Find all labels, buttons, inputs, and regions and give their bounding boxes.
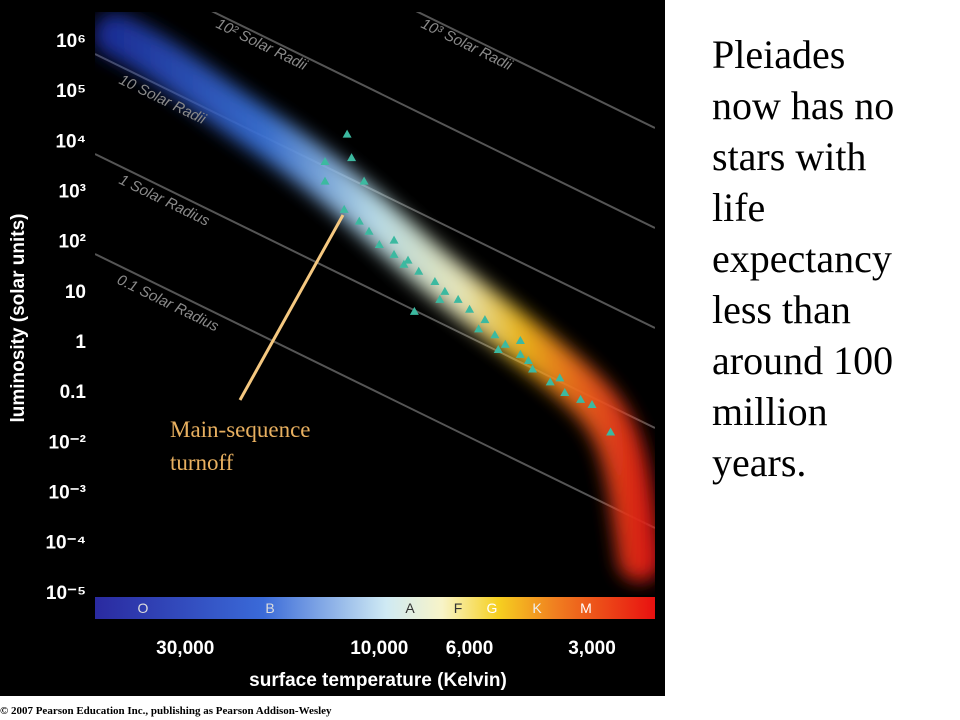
- data-point: [493, 345, 503, 354]
- data-point: [430, 276, 440, 285]
- data-point: [523, 355, 533, 364]
- spectral-class: O: [138, 600, 149, 616]
- annotation: turnoff: [170, 450, 234, 475]
- data-point: [560, 387, 570, 396]
- data-point: [474, 324, 484, 333]
- x-tick-label: 6,000: [446, 638, 494, 659]
- x-tick-label: 30,000: [156, 638, 214, 659]
- spectral-class: A: [405, 600, 415, 616]
- y-tick-label: 10²: [59, 232, 86, 253]
- x-tick-label: 10,000: [350, 638, 408, 659]
- data-point: [555, 373, 565, 382]
- data-point: [409, 306, 419, 315]
- data-point: [528, 364, 538, 373]
- data-point: [515, 335, 525, 344]
- body-line: life: [712, 185, 765, 230]
- body-line: years.: [712, 440, 806, 485]
- data-point: [320, 156, 330, 165]
- data-point: [342, 129, 352, 138]
- y-axis-label: luminosity (solar units): [8, 213, 29, 422]
- y-tick-label: 10⁴: [55, 131, 86, 152]
- data-point: [545, 377, 555, 386]
- spectral-class: B: [265, 600, 274, 616]
- data-point: [403, 255, 413, 264]
- y-tick-label: 10⁻²: [49, 432, 87, 453]
- data-point: [374, 239, 384, 248]
- body-line: less than: [712, 287, 851, 332]
- x-axis-label: surface temperature (Kelvin): [249, 670, 507, 691]
- data-point: [399, 259, 409, 268]
- y-tick-label: 10³: [59, 181, 86, 202]
- body-line: around 100: [712, 338, 893, 383]
- data-point: [414, 266, 424, 275]
- data-point: [354, 216, 364, 225]
- data-point: [606, 427, 616, 436]
- plot-area: [95, 12, 655, 582]
- data-point: [480, 315, 490, 324]
- spectral-class: M: [580, 600, 592, 616]
- data-point: [347, 153, 357, 162]
- data-point: [576, 394, 586, 403]
- main-sequence-glow: [95, 13, 655, 582]
- data-point: [389, 249, 399, 258]
- y-tick-label: 10⁵: [56, 81, 86, 102]
- data-point: [515, 349, 525, 358]
- spectral-class: G: [487, 600, 498, 616]
- data-point: [453, 294, 463, 303]
- data-point: [490, 330, 500, 339]
- data-point: [320, 176, 330, 185]
- data-point: [339, 204, 349, 213]
- data-point: [364, 226, 374, 235]
- body-line: Pleiades: [712, 32, 845, 77]
- spectral-class: K: [532, 600, 542, 616]
- y-tick-label: 10: [65, 282, 86, 303]
- data-point: [435, 294, 445, 303]
- annotation-pointer: [238, 214, 345, 401]
- data-point: [500, 339, 510, 348]
- data-point: [465, 304, 475, 313]
- y-tick-label: 0.1: [60, 382, 87, 403]
- spectral-band: [95, 597, 655, 619]
- y-tick-label: 10⁶: [56, 31, 86, 52]
- annotation: Main-sequence: [170, 417, 311, 442]
- y-tick-label: 10⁻⁵: [46, 583, 86, 604]
- credit: © 2007 Pearson Education Inc., publishin…: [0, 705, 332, 717]
- data-point: [587, 400, 597, 409]
- y-tick-label: 10⁻³: [49, 483, 87, 504]
- data-point: [440, 286, 450, 295]
- y-tick-label: 10⁻⁴: [45, 533, 86, 554]
- body-line: expectancy: [712, 236, 892, 281]
- body-line: stars with: [712, 134, 866, 179]
- x-tick-label: 3,000: [568, 638, 616, 659]
- body-line: now has no: [712, 83, 894, 128]
- data-point: [389, 235, 399, 244]
- spectral-class: F: [454, 600, 463, 616]
- y-tick-label: 1: [75, 332, 86, 353]
- data-point: [359, 176, 369, 185]
- body-line: million: [712, 389, 828, 434]
